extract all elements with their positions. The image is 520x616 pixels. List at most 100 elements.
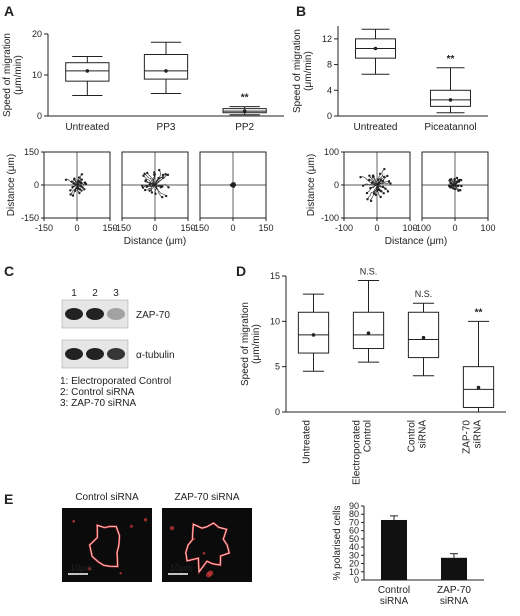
- x-tick-label: -150: [191, 223, 209, 233]
- track-endpoint: [387, 180, 391, 183]
- western-blot: 1 2 3 ZAP-70 α-tubulin 1: Electroporated Cont…: [60, 288, 175, 409]
- category-label: Piceatannol: [424, 122, 476, 133]
- track-endpoint: [153, 171, 156, 174]
- y-tick-label: 150: [24, 147, 39, 157]
- blot-legend-item: 1: Electroporated Control: [60, 376, 171, 387]
- background-speck: [169, 525, 175, 531]
- track-plot-2: -150 0 150: [191, 151, 274, 233]
- track-endpoint: [459, 189, 462, 192]
- track-endpoint: [451, 183, 454, 186]
- track-endpoint: [232, 184, 236, 187]
- box-iqr: [143, 54, 189, 80]
- track-plot-1: -100 0 100: [413, 151, 496, 233]
- track-endpoint: [152, 173, 156, 176]
- category-label: siRNA: [380, 596, 409, 607]
- track-endpoint: [154, 192, 157, 196]
- blot-band: [65, 308, 83, 320]
- blot-legend-item: 3: ZAP-70 siRNA: [60, 398, 136, 409]
- track-endpoint: [369, 186, 372, 190]
- track-line: [76, 182, 86, 186]
- background-speck: [119, 572, 123, 575]
- category-label: PP3: [157, 122, 176, 133]
- x-tick-label: 0: [152, 223, 157, 233]
- background-speck: [87, 567, 91, 571]
- x-tick-label: 0: [374, 223, 379, 233]
- x-axis-label: Distance (μm): [385, 236, 447, 247]
- lane-number: 1: [71, 288, 77, 299]
- category-label: Untreated: [354, 122, 398, 133]
- y-tick-label: 50: [349, 534, 359, 544]
- x-tick-label: 0: [452, 223, 457, 233]
- track-endpoint: [383, 167, 386, 171]
- background-speck: [129, 524, 134, 528]
- y-tick-label: 12: [322, 34, 332, 44]
- mean-point: [373, 46, 378, 51]
- category-label: PP2: [235, 122, 254, 133]
- category-label: ZAP-70: [462, 420, 473, 454]
- track-plot-0: -150 0 150 -150 0 150: [21, 147, 118, 233]
- track-endpoint: [379, 195, 382, 199]
- track-line: [360, 176, 378, 186]
- track-endpoint: [140, 184, 144, 188]
- y-tick-label: -150: [21, 213, 39, 223]
- category-label: siRNA: [440, 596, 469, 607]
- track-endpoint: [379, 190, 383, 193]
- track-endpoint: [366, 198, 369, 201]
- x-tick-label: -150: [113, 223, 131, 233]
- band-label: ZAP-70: [136, 310, 170, 321]
- category-label: siRNA: [473, 420, 484, 449]
- track-line: [369, 175, 378, 186]
- box-iqr: [407, 311, 440, 359]
- y-tick-label: 30: [349, 550, 359, 560]
- track-endpoint: [447, 184, 451, 187]
- track-endpoint: [453, 177, 456, 181]
- x-tick-label: 150: [102, 223, 117, 233]
- y-tick-label: 15: [270, 271, 280, 281]
- y-axis-label: (μm/min): [303, 51, 314, 91]
- track-line: [376, 182, 391, 186]
- panel-label-c: C: [4, 263, 14, 279]
- track-endpoint: [167, 186, 170, 189]
- track-endpoint: [378, 172, 382, 176]
- x-tick-label: 100: [402, 223, 417, 233]
- significance-label: **: [475, 307, 483, 318]
- y-tick-label: 80: [349, 509, 359, 519]
- track-endpoint: [457, 189, 460, 192]
- x-tick-label: -100: [413, 223, 431, 233]
- category-label: Control: [378, 585, 410, 596]
- track-line: [76, 179, 83, 186]
- B-box-group: 0 4 8 12 Speed of migration (μm/min) Untreated…: [292, 26, 488, 133]
- mean-point: [476, 385, 481, 390]
- box-0: Untreated: [65, 56, 110, 133]
- track-line: [142, 184, 156, 187]
- significance-label: N.S.: [360, 267, 378, 277]
- track-endpoint: [166, 173, 170, 177]
- panel-label-a: A: [4, 3, 14, 19]
- track-endpoint: [386, 190, 390, 193]
- y-tick-label: 8: [327, 60, 332, 70]
- bar: [441, 557, 467, 580]
- micrograph: [162, 508, 252, 582]
- track-endpoint: [80, 178, 83, 181]
- y-tick-label: -100: [321, 213, 339, 223]
- track-endpoint: [80, 173, 84, 176]
- y-tick-label: 0: [327, 111, 332, 121]
- y-tick-label: 60: [349, 526, 359, 536]
- track-endpoint: [371, 174, 375, 177]
- track-endpoint: [161, 195, 164, 199]
- track-line: [376, 184, 389, 192]
- box-iqr: [352, 311, 385, 350]
- blot-band: [107, 308, 125, 320]
- y-tick-label: 20: [349, 559, 359, 569]
- panel-label-d: D: [236, 263, 246, 279]
- significance-label: **: [447, 54, 455, 65]
- x-axis-label: Distance (μm): [124, 236, 186, 247]
- track-endpoint: [77, 176, 81, 179]
- track-endpoint: [83, 188, 86, 191]
- y-tick-label: 10: [270, 316, 280, 326]
- track-endpoint: [230, 184, 233, 187]
- y-tick-label: 10: [349, 567, 359, 577]
- y-axis-label: (μm/min): [251, 324, 262, 364]
- x-tick-label: 0: [230, 223, 235, 233]
